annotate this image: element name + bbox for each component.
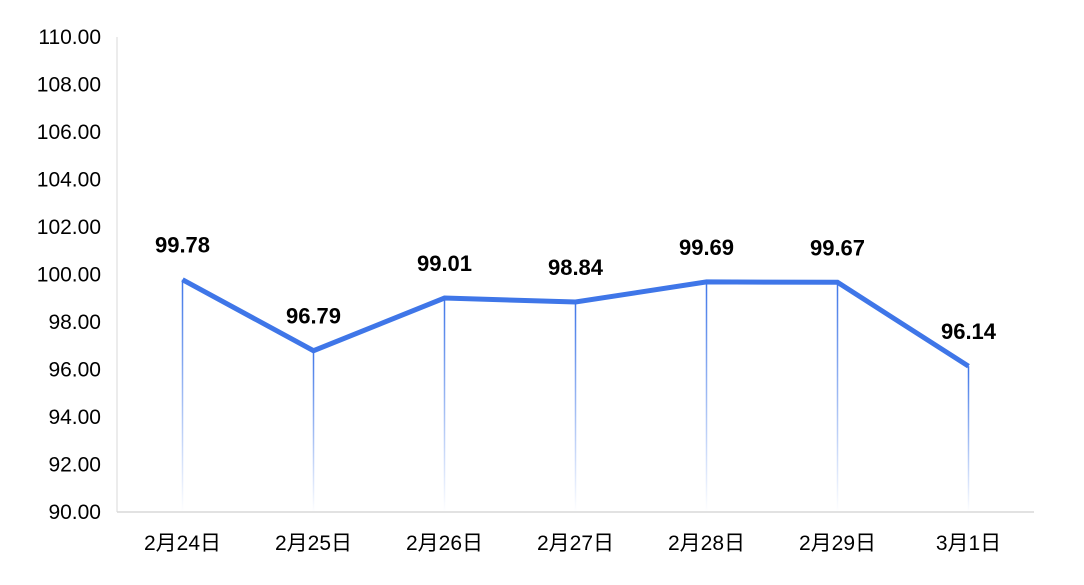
drop-line bbox=[312, 350, 315, 512]
data-label: 98.84 bbox=[548, 255, 604, 280]
data-label: 99.01 bbox=[417, 251, 472, 276]
data-label: 96.14 bbox=[941, 319, 997, 344]
drop-line bbox=[443, 298, 446, 512]
x-tick-label: 2月28日 bbox=[668, 532, 745, 555]
y-tick-label: 92.00 bbox=[48, 454, 101, 477]
y-tick-label: 108.00 bbox=[37, 74, 101, 97]
drop-line bbox=[967, 366, 970, 512]
data-labels: 99.78 96.79 99.01 98.84 99.69 99.67 96.14 bbox=[155, 233, 997, 344]
x-axis: 2月24日 2月25日 2月26日 2月27日 2月28日 2月29日 3月1日 bbox=[117, 511, 1034, 555]
series-line bbox=[181, 277, 970, 369]
y-tick-label: 100.00 bbox=[37, 264, 101, 287]
y-tick-label: 98.00 bbox=[48, 311, 101, 334]
y-tick-label: 94.00 bbox=[48, 406, 101, 429]
data-label: 99.78 bbox=[155, 233, 210, 258]
y-tick-label: 96.00 bbox=[48, 359, 101, 382]
x-tick-label: 2月27日 bbox=[537, 532, 614, 555]
x-tick-label: 2月29日 bbox=[799, 532, 876, 555]
y-tick-label: 102.00 bbox=[37, 216, 101, 239]
series-line-group bbox=[181, 277, 970, 369]
drop-line bbox=[705, 281, 708, 512]
x-tick-label: 2月26日 bbox=[406, 532, 483, 555]
data-label: 99.67 bbox=[810, 235, 865, 260]
x-tick-label: 2月25日 bbox=[275, 532, 352, 555]
y-tick-label: 90.00 bbox=[48, 501, 101, 524]
y-tick-label: 110.00 bbox=[38, 26, 101, 49]
y-tick-label: 104.00 bbox=[37, 169, 101, 192]
drop-line bbox=[836, 282, 839, 512]
y-tick-label: 106.00 bbox=[37, 121, 101, 144]
data-label: 96.79 bbox=[286, 304, 341, 329]
x-tick-label: 2月24日 bbox=[144, 532, 221, 555]
data-label: 99.69 bbox=[679, 235, 734, 260]
drop-line bbox=[181, 279, 184, 512]
y-axis: 90.00 92.00 94.00 96.00 98.00 100.00 102.00 104… bbox=[37, 26, 118, 524]
x-tick-label: 3月1日 bbox=[936, 532, 1001, 555]
drop-lines bbox=[181, 279, 970, 512]
drop-line bbox=[574, 302, 577, 512]
